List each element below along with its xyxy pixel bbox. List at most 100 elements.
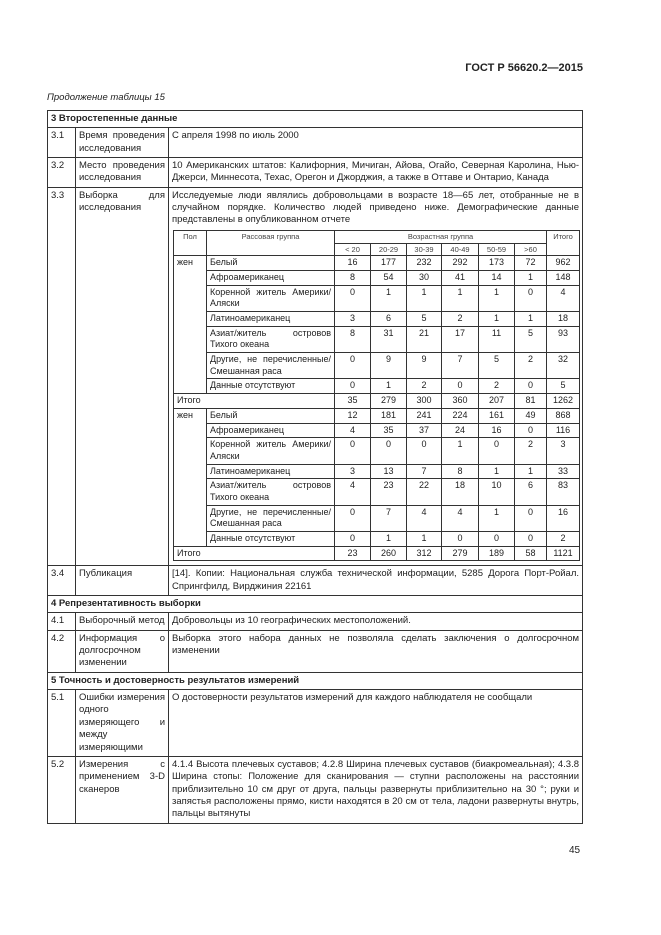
count: 9 [406,352,442,380]
count: 1 [441,284,479,313]
data-row: Коренной житель Америки/Аляски 0 0 0 1 0 2 3 [174,437,581,465]
count: 2 [478,378,515,395]
group: Азиат/житель островов Тихого океана [206,478,335,506]
row-content: Выборка этого набора данных не позволяла… [172,632,580,657]
table-row: 3.2 Место проведения исследования 10 Амери… [47,157,584,188]
section-title: 5 Точность и достоверность результатов и… [46,671,584,691]
count: 13 [370,463,407,480]
row-total: 16 [546,504,581,533]
count: 23 [370,478,407,506]
row-content: О достоверности результатов измерений дл… [172,692,533,704]
count: 1 [513,463,548,480]
count: 292 [441,255,479,271]
row-content: Исследуемые люди являлись добровольцами … [172,189,580,226]
total-label: Итого [173,393,335,409]
total-count: 312 [406,545,442,562]
table-row: 5.2 Измерения с применением 3-D сканеров 4… [47,755,584,824]
sex-header: Пол [173,229,207,257]
count: 1 [478,504,515,533]
count: 0 [406,437,442,465]
count: 0 [513,378,548,395]
sample-table: Пол Рассовая группа Возрастная группа Итого… [173,229,581,562]
group: Азиат/житель островов Тихого океана [206,325,335,354]
count: 7 [370,504,407,533]
row-total: 83 [546,478,581,506]
group: Коренной житель Америки/Аляски [206,284,335,313]
row-label: Информация о долгосрочном изменении [75,629,169,673]
group: Белый [206,407,335,424]
count: 11 [478,325,515,354]
count: 1 [478,463,515,480]
sex: жен [173,407,207,547]
row-label: Ошибки измерения одного измеряющего и ме… [75,689,169,757]
total-count: 35 [334,393,371,409]
row-total: 93 [546,325,581,354]
row-content-cell: 10 Американских штатов: Калифорния, Мичи… [167,157,584,188]
data-row: Латиноамериканец 3 6 5 2 1 1 18 [174,311,581,327]
row-content-cell: Выборка этого набора данных не позволяла… [167,629,584,673]
group: Латиноамериканец [206,311,335,327]
header-row: < 20 20-29 30-39 40-49 50-59 >60 [174,242,580,257]
row-label: Публикация [75,565,169,597]
count: 10 [478,478,515,506]
count: 8 [334,269,371,286]
total-row: Итого 23 260 312 279 189 58 1121 [173,545,581,562]
data-row: Афроамериканец 4 35 37 24 16 0 116 [174,422,581,439]
row-number: 3.3 [47,186,76,567]
count: 1 [441,437,479,465]
count: 0 [334,378,371,395]
count: 4 [406,504,442,533]
age-group: 40-49 [441,242,479,257]
count: 173 [478,255,515,271]
row-total: 148 [546,269,581,286]
row-number: 4.1 [47,612,76,631]
count: 1 [478,311,515,327]
total-count: 207 [478,393,515,409]
group: Данные отсутствуют [206,378,335,395]
count: 1 [406,531,442,547]
total-header: Итого [546,229,581,257]
row-total: 3 [546,437,581,465]
count: 5 [513,325,548,354]
group: Другие, не перечисленные/Смешанная раса [206,352,335,380]
data-row: Другие, не перечисленные/Смешанная раса 0… [174,504,581,533]
count: 24 [441,422,479,439]
count: 0 [334,504,371,533]
row-number: 5.1 [47,689,76,757]
count: 1 [406,284,442,313]
doc-id: ГОСТ Р 56620.2—2015 [465,62,583,74]
section-title: 3 Второстепенные данные [46,109,584,129]
age-group: 50-59 [478,242,515,257]
total-count: 58 [513,545,548,562]
count: 0 [513,531,548,547]
count: 0 [370,437,407,465]
count: 21 [406,325,442,354]
count: 0 [441,378,479,395]
count: 7 [441,352,479,380]
count: 4 [334,422,371,439]
row-number: 3.2 [47,157,76,188]
count: 12 [334,407,371,424]
data-row: Афроамериканец 8 54 30 41 14 1 148 [174,269,581,286]
row-total: 868 [546,407,581,424]
group-header: Рассовая группа [206,229,335,257]
count: 0 [513,504,548,533]
data-row: Данные отсутствуют 0 1 1 0 0 0 2 [174,531,581,547]
header-row: Пол Рассовая группа Возрастная группа Итого [173,229,581,257]
count: 1 [513,311,548,327]
count: 0 [513,422,548,439]
row-label: Выборка для исследования [75,186,169,567]
count: 1 [478,284,515,313]
count: 0 [513,284,548,313]
count: 0 [334,531,371,547]
group: Данные отсутствуют [206,531,335,547]
age-group: 30-39 [406,242,442,257]
row-label: Выборочный метод [75,612,169,631]
count: 1 [370,531,407,547]
count: 181 [370,407,407,424]
row-content: 4.1.4 Высота плечевых суставов; 4.2.8 Ши… [172,758,580,820]
count: 8 [334,325,371,354]
row-content-cell: 4.1.4 Высота плечевых суставов; 4.2.8 Ши… [167,755,584,824]
group: Белый [206,255,335,271]
